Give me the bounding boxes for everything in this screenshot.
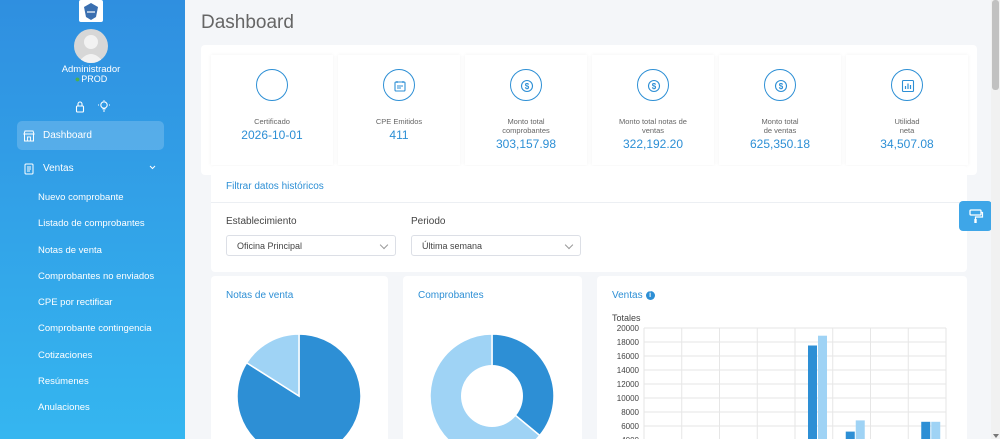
bar-1-7 [931,421,941,439]
establecimiento-label: Establecimiento [226,216,297,227]
ventas-card: Ventas i Totales 20000 18000 16000 14000 12000… [597,276,967,439]
svg-text:$: $ [525,82,530,91]
y-tick-label: 14000 [617,366,640,375]
scrollbar[interactable] [991,0,1000,439]
user-name: Administrador [61,64,121,75]
bar-0-5 [845,431,855,439]
stat-value: 411 [389,128,409,142]
bar-chart-icon [891,69,923,101]
sidebar: Administrador ●PROD Dashboard Ventas Nue… [0,0,185,439]
stat-value: 303,157.98 [495,137,557,151]
y-tick-label: 8000 [621,408,639,417]
sidebar-subitem-resumenes[interactable]: Resúmenes [38,376,89,387]
y-axis-title: Totales [612,313,641,323]
y-tick-label: 16000 [617,352,640,361]
stat-label: Certificado [254,117,290,126]
notas-venta-card: Notas de venta [211,276,388,439]
y-tick-label: 18000 [617,338,640,347]
chevron-down-icon [564,240,574,250]
lightbulb-icon[interactable] [98,100,110,113]
stat-label: Monto total de ventas [761,117,799,135]
y-tick-label: 12000 [617,380,640,389]
comprobantes-card: Comprobantes [403,276,582,439]
y-tick-label: 4000 [621,436,639,439]
document-icon [23,163,35,175]
user-actions [74,100,110,113]
chart-title: Comprobantes [418,290,484,301]
env-label: PROD [81,74,108,84]
stat-value: 34,507.08 [880,137,934,151]
stat-label: Monto total comprobantes [502,117,550,135]
donut-slice-0 [491,333,555,437]
periodo-select[interactable]: Última semana [411,235,581,256]
dollar-icon: $ [637,69,669,101]
chart-title: Notas de venta [226,290,294,301]
bar-0-7 [921,421,931,439]
y-tick-label: 6000 [621,422,639,431]
dollar-icon: $ [764,69,796,101]
status-dot-icon: ● [74,74,81,84]
sidebar-subitem-notas-venta[interactable]: Notas de venta [38,245,102,256]
sidebar-subitem-contingencia[interactable]: Comprobante contingencia [38,323,152,334]
sidebar-item-ventas[interactable]: Ventas [17,154,164,183]
stat-label: CPE Emitidos [375,117,423,126]
y-tick-label: 20000 [617,324,640,333]
scroll-down-arrow-icon[interactable] [993,434,999,438]
periodo-value: Última semana [422,241,483,251]
page-title: Dashboard [201,12,294,33]
calendar-icon [383,69,415,101]
stat-card-cpe-emitidos: CPE Emitidos 411 [338,55,460,165]
chevron-down-icon [379,240,389,250]
svg-text:$: $ [779,82,784,91]
stat-value: 322,192.20 [622,137,684,151]
bar-1-5 [855,420,865,439]
stat-label: Utilidad neta [894,117,920,135]
sidebar-subitem-cotizaciones[interactable]: Cotizaciones [38,350,93,361]
stat-label: Monto total notas de ventas [619,117,687,135]
sidebar-subitem-listado-comprobantes[interactable]: Listado de comprobantes [38,218,145,229]
filter-title: Filtrar datos históricos [226,181,324,192]
comprobantes-donut-chart [429,333,555,439]
stat-card-monto-notas: $ Monto total notas de ventas 322,192.20 [592,55,714,165]
donut-hole [461,365,523,427]
user-env: ●PROD [0,74,182,84]
periodo-label: Periodo [411,216,446,227]
logo [79,0,103,22]
dollar-icon: $ [510,69,542,101]
store-icon [23,130,35,142]
notas-venta-pie-chart [236,333,362,439]
sidebar-item-label: Ventas [43,163,74,174]
stat-card-monto-ventas: $ Monto total de ventas 625,350.18 [719,55,841,165]
filter-card: Filtrar datos históricos Establecimiento… [211,166,967,272]
stat-value: 625,350.18 [749,137,811,151]
establecimiento-select[interactable]: Oficina Principal [226,235,396,256]
chart-title: Ventas i [612,290,655,301]
theme-paint-button[interactable] [959,201,992,231]
avatar[interactable] [74,29,108,63]
lock-icon[interactable] [74,100,86,113]
stat-value: 2026-10-01 [241,128,303,142]
sidebar-subitem-anulaciones[interactable]: Anulaciones [38,402,90,413]
stat-card-monto-comprobantes: $ Monto total comprobantes 303,157.98 [465,55,587,165]
sidebar-item-label: Dashboard [43,130,92,141]
sidebar-subitem-cpe-rectificar[interactable]: CPE por rectificar [38,297,113,308]
stat-card-utilidad: Utilidad neta 34,507.08 [846,55,968,165]
bar-0-4 [808,345,817,439]
info-icon[interactable]: i [645,291,655,300]
y-tick-label: 10000 [617,394,640,403]
ventas-title: Ventas [612,290,643,301]
stat-card-certificado: Certificado 2026-10-01 [211,55,333,165]
chevron-down-icon [149,163,156,172]
svg-text:$: $ [652,82,657,91]
certificate-icon [256,69,288,101]
bar-1-4 [818,335,827,439]
sidebar-subitem-nuevo-comprobante[interactable]: Nuevo comprobante [38,192,124,203]
establecimiento-value: Oficina Principal [237,241,303,251]
sidebar-item-dashboard[interactable]: Dashboard [17,121,164,150]
scrollbar-thumb[interactable] [992,0,999,90]
pie-slice-1 [245,333,300,398]
sidebar-subitem-no-enviados[interactable]: Comprobantes no enviados [38,271,155,282]
divider [211,202,967,203]
